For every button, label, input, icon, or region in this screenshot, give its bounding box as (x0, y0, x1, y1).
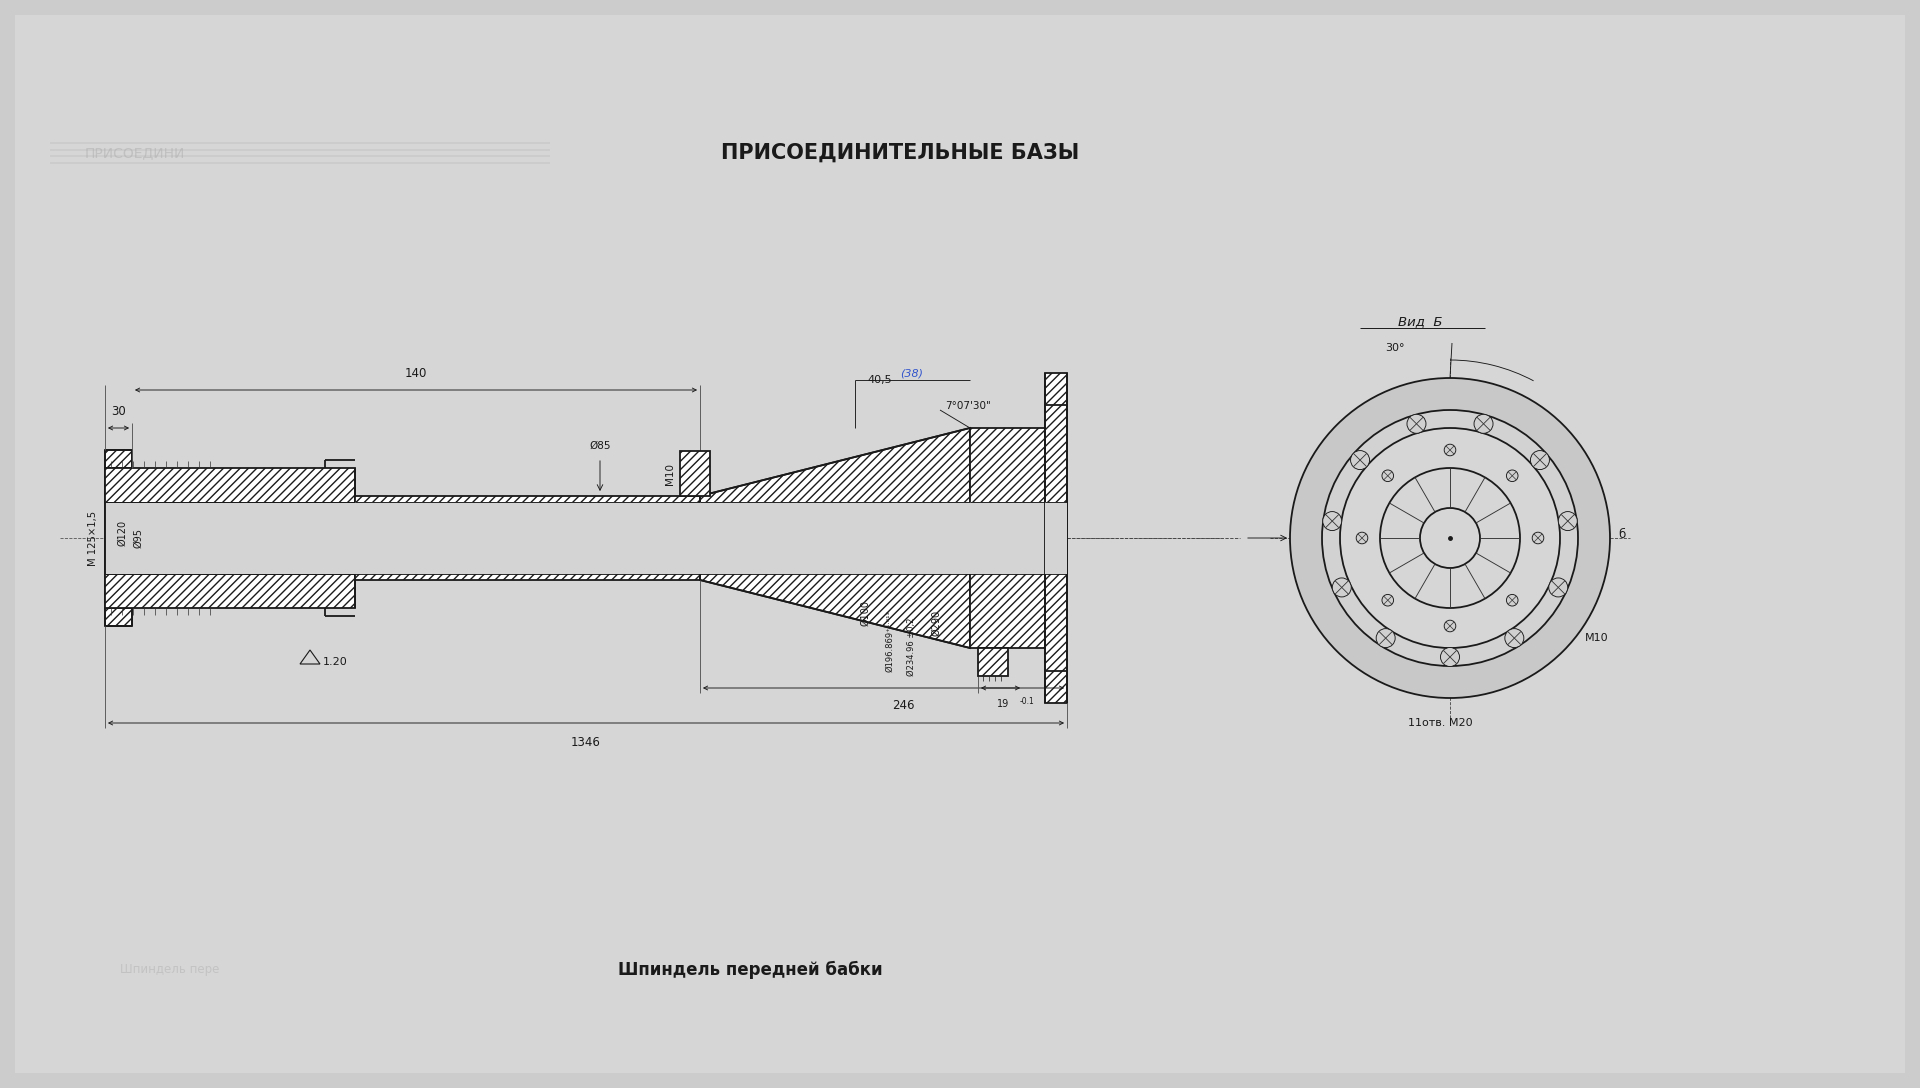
Circle shape (1505, 629, 1524, 647)
Circle shape (1421, 508, 1480, 568)
Text: Шпиндель передней бабки: Шпиндель передней бабки (618, 961, 883, 979)
Polygon shape (1044, 373, 1068, 537)
Polygon shape (701, 537, 970, 648)
Circle shape (1532, 532, 1544, 544)
Text: 1.20: 1.20 (323, 657, 348, 667)
Polygon shape (1044, 537, 1068, 703)
Text: 1346: 1346 (570, 735, 601, 749)
Polygon shape (106, 468, 355, 537)
Polygon shape (970, 428, 1044, 537)
Circle shape (1407, 415, 1427, 433)
Text: б: б (1619, 528, 1624, 541)
Text: 40,5: 40,5 (868, 375, 893, 385)
Polygon shape (106, 502, 355, 574)
Polygon shape (355, 496, 701, 537)
Circle shape (1323, 511, 1342, 531)
Text: М10: М10 (664, 462, 676, 484)
Text: 246: 246 (893, 698, 914, 712)
Text: 11отв. М20: 11отв. М20 (1407, 718, 1473, 728)
Text: -0.1: -0.1 (1020, 697, 1035, 706)
Polygon shape (970, 537, 1044, 648)
Circle shape (1475, 415, 1494, 433)
Circle shape (1380, 468, 1521, 608)
Text: 140: 140 (405, 367, 426, 380)
Polygon shape (1044, 502, 1068, 574)
Text: 30: 30 (111, 405, 127, 418)
Circle shape (1507, 470, 1519, 482)
Text: Ø196.869⁺⁴·⁰¹³: Ø196.869⁺⁴·⁰¹³ (885, 610, 895, 672)
Text: 19: 19 (996, 698, 1010, 709)
Circle shape (1507, 594, 1519, 606)
Circle shape (1340, 428, 1559, 648)
Circle shape (1530, 450, 1549, 470)
Polygon shape (355, 537, 701, 580)
Text: 30°: 30° (1384, 343, 1405, 353)
Circle shape (1290, 378, 1611, 698)
Text: 7°07'30": 7°07'30" (945, 401, 991, 411)
Polygon shape (977, 648, 1008, 676)
Text: Ø85: Ø85 (589, 441, 611, 452)
Text: М10: М10 (1586, 633, 1609, 643)
Text: Ø290: Ø290 (931, 610, 941, 636)
Circle shape (1549, 578, 1569, 597)
Circle shape (1377, 629, 1396, 647)
Text: Ø120: Ø120 (117, 520, 127, 546)
Polygon shape (106, 608, 132, 626)
Text: Шпиндель пере: Шпиндель пере (119, 964, 219, 977)
Polygon shape (970, 502, 1044, 574)
Circle shape (1382, 594, 1394, 606)
Circle shape (1559, 511, 1578, 531)
Circle shape (1350, 450, 1369, 470)
Polygon shape (701, 502, 970, 574)
Text: Вид  Б: Вид Б (1398, 316, 1442, 327)
Circle shape (1382, 470, 1394, 482)
Circle shape (1323, 410, 1578, 666)
Circle shape (1440, 647, 1459, 667)
Circle shape (1356, 532, 1367, 544)
Polygon shape (355, 502, 701, 574)
Text: ПРИСОЕДИНИТЕЛЬНЫЕ БАЗЫ: ПРИСОЕДИНИТЕЛЬНЫЕ БАЗЫ (720, 143, 1079, 163)
Circle shape (1444, 444, 1455, 456)
Text: Ø234.96 ±0,2: Ø234.96 ±0,2 (908, 618, 916, 677)
Polygon shape (701, 428, 970, 537)
Text: (38): (38) (900, 368, 924, 378)
Circle shape (1444, 620, 1455, 632)
Text: ПРИСОЕДИНИ: ПРИСОЕДИНИ (84, 146, 186, 160)
Polygon shape (106, 450, 132, 468)
Text: Ø95: Ø95 (132, 528, 142, 548)
Circle shape (1332, 578, 1352, 597)
Polygon shape (680, 452, 710, 496)
Text: М 125×1,5: М 125×1,5 (88, 510, 98, 566)
Polygon shape (106, 537, 355, 608)
Text: Ø100: Ø100 (860, 599, 870, 626)
